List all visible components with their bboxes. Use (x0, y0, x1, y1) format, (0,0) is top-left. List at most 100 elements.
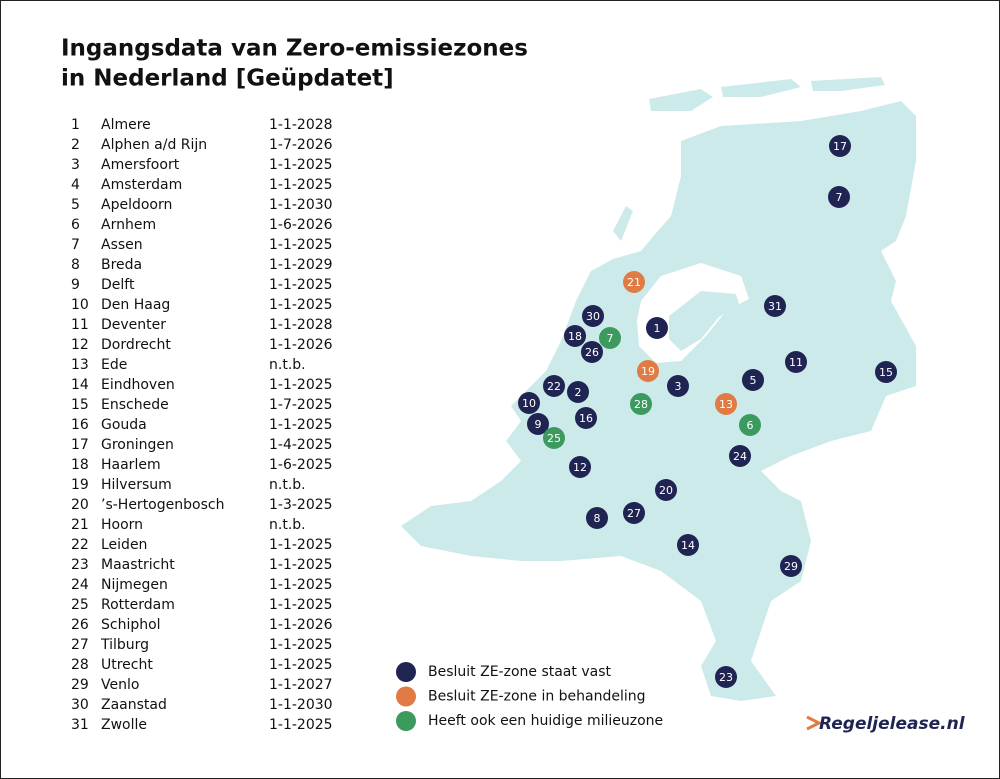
row-number: 21 (71, 517, 89, 533)
city-marker: 11 (785, 351, 807, 373)
logo-icon (806, 715, 823, 731)
row-number: 29 (71, 677, 89, 693)
city-name: Tilburg (100, 637, 149, 653)
marker-label: 16 (579, 412, 593, 425)
start-date: 1-1-2028 (269, 317, 333, 333)
marker-dot (875, 361, 897, 383)
marker-dot (828, 186, 850, 208)
marker-dot (581, 341, 603, 363)
marker-dot (586, 507, 608, 529)
marker-dot (785, 351, 807, 373)
marker-label: 14 (681, 539, 695, 552)
row-number: 10 (71, 297, 89, 313)
start-date: 1-1-2025 (269, 177, 333, 193)
city-marker: 1 (646, 317, 668, 339)
marker-dot (637, 360, 659, 382)
start-date: 1-1-2026 (269, 617, 333, 633)
marker-dot (715, 666, 737, 688)
marker-label: 9 (535, 418, 542, 431)
start-date: 1-1-2026 (269, 337, 333, 353)
row-number: 7 (71, 237, 80, 253)
marker-label: 11 (789, 356, 803, 369)
marker-dot (646, 317, 668, 339)
row-number: 20 (71, 497, 89, 513)
city-name: Enschede (101, 397, 169, 413)
city-name: Eindhoven (101, 377, 175, 393)
row-number: 17 (71, 437, 89, 453)
marker-label: 8 (594, 512, 601, 525)
city-name: Delft (101, 277, 135, 293)
row-number: 22 (71, 537, 89, 553)
row-number: 5 (71, 197, 80, 213)
city-marker: 7 (828, 186, 850, 208)
city-name: Rotterdam (101, 597, 175, 613)
start-date: n.t.b. (269, 477, 306, 493)
city-marker: 31 (764, 295, 786, 317)
marker-label: 22 (547, 380, 561, 393)
marker-label: 18 (568, 330, 582, 343)
city-marker: 24 (729, 445, 751, 467)
row-number: 23 (71, 557, 89, 573)
marker-dot (677, 534, 699, 556)
row-number: 25 (71, 597, 89, 613)
marker-dot (575, 407, 597, 429)
legend-label: Heeft ook een huidige milieuzone (428, 713, 663, 729)
logo-text: Regeljelease.nl (819, 714, 966, 734)
marker-label: 25 (547, 432, 561, 445)
row-number: 27 (71, 637, 89, 653)
marker-label: 26 (585, 346, 599, 359)
city-name: Amersfoort (101, 157, 180, 173)
city-name: Den Haag (101, 297, 170, 313)
city-marker: 6 (739, 414, 761, 436)
city-marker: 18 (564, 325, 586, 347)
marker-dot (599, 327, 621, 349)
city-name: Maastricht (101, 557, 175, 573)
city-marker: 16 (575, 407, 597, 429)
marker-label: 24 (733, 450, 747, 463)
legend-dot (396, 662, 416, 682)
marker-label: 7 (836, 191, 843, 204)
row-number: 11 (71, 317, 89, 333)
flevoland (669, 291, 739, 351)
start-date: 1-1-2025 (269, 417, 333, 433)
start-date: 1-1-2025 (269, 557, 333, 573)
start-date: 1-1-2025 (269, 157, 333, 173)
row-number: 15 (71, 397, 89, 413)
start-date: 1-1-2027 (269, 677, 333, 693)
marker-dot (667, 375, 689, 397)
start-date: 1-7-2025 (269, 397, 333, 413)
city-marker: 21 (623, 271, 645, 293)
marker-label: 27 (627, 507, 641, 520)
legend-label: Besluit ZE-zone staat vast (428, 664, 611, 680)
marker-label: 1 (654, 322, 661, 335)
city-marker: 28 (630, 393, 652, 415)
start-date: n.t.b. (269, 357, 306, 373)
row-number: 26 (71, 617, 89, 633)
start-date: 1-1-2025 (269, 577, 333, 593)
city-marker: 14 (677, 534, 699, 556)
city-marker: 22 (543, 375, 565, 397)
row-number: 14 (71, 377, 89, 393)
city-marker: 8 (586, 507, 608, 529)
start-date: 1-6-2026 (269, 217, 333, 233)
marker-dot (564, 325, 586, 347)
marker-label: 13 (719, 398, 733, 411)
marker-dot (715, 393, 737, 415)
marker-label: 29 (784, 560, 798, 573)
marker-label: 31 (768, 300, 782, 313)
start-date: 1-1-2029 (269, 257, 333, 273)
marker-dot (567, 381, 589, 403)
city-marker: 19 (637, 360, 659, 382)
row-number: 18 (71, 457, 89, 473)
marker-dot (569, 456, 591, 478)
start-date: 1-1-2025 (269, 717, 333, 733)
row-number: 2 (71, 137, 80, 153)
marker-label: 20 (659, 484, 673, 497)
city-name: Alphen a/d Rijn (101, 137, 207, 153)
city-name: Groningen (101, 437, 174, 453)
marker-label: 19 (641, 365, 655, 378)
legend-dot (396, 711, 416, 731)
row-number: 1 (71, 117, 80, 133)
marker-label: 15 (879, 366, 893, 379)
